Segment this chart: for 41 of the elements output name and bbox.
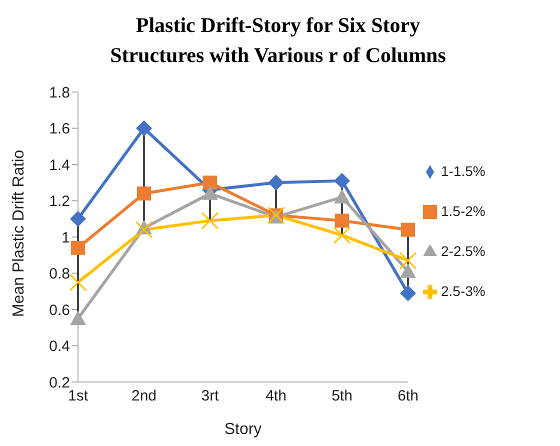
point [70, 310, 86, 325]
legend-label: 1.5-2% [441, 203, 486, 219]
y-tick-label: 1.4 [49, 156, 70, 174]
y-axis-title: Mean Plastic Drift Ratio [10, 150, 28, 317]
legend-label: 2-2.5% [441, 243, 486, 259]
point [333, 226, 351, 244]
point [399, 252, 417, 270]
y-tick-label: 1 [62, 229, 70, 246]
y-tick-label: 0.4 [49, 338, 70, 356]
point [401, 222, 415, 237]
x-tick-label: 4th [266, 388, 286, 405]
y-tick-label: 0.8 [49, 266, 70, 283]
x-tick-label: 1st [68, 388, 89, 405]
point [137, 186, 151, 200]
x-axis-title: Story [224, 421, 262, 438]
x-tick-label: 3rt [201, 388, 220, 405]
y-tick-label: 0.2 [49, 374, 70, 392]
legend-label: 2.5-3% [441, 283, 486, 299]
point [400, 263, 416, 278]
point [70, 210, 86, 227]
x-tick-label: 2nd [131, 388, 157, 405]
y-tick-label: 1.8 [49, 84, 70, 102]
y-tick-label: 1.6 [49, 120, 70, 138]
point [334, 172, 350, 189]
point [135, 221, 153, 238]
point [334, 189, 350, 204]
legend-label: 1-1.5% [441, 163, 486, 179]
point [202, 186, 218, 200]
y-tick-label: 0.6 [49, 302, 70, 319]
point [203, 176, 217, 190]
chart-title: Plastic Drift-Story for Six Story Structures with Various r of Columns [109, 12, 447, 69]
x-tick-label: 5th [332, 388, 352, 405]
point [136, 120, 152, 136]
point [71, 240, 85, 255]
point [201, 212, 219, 230]
x-tick-label: 6th [398, 388, 418, 405]
point [335, 214, 349, 228]
point [400, 285, 416, 302]
y-tick-label: 1.2 [49, 193, 70, 210]
point [268, 174, 284, 191]
point [69, 274, 87, 292]
